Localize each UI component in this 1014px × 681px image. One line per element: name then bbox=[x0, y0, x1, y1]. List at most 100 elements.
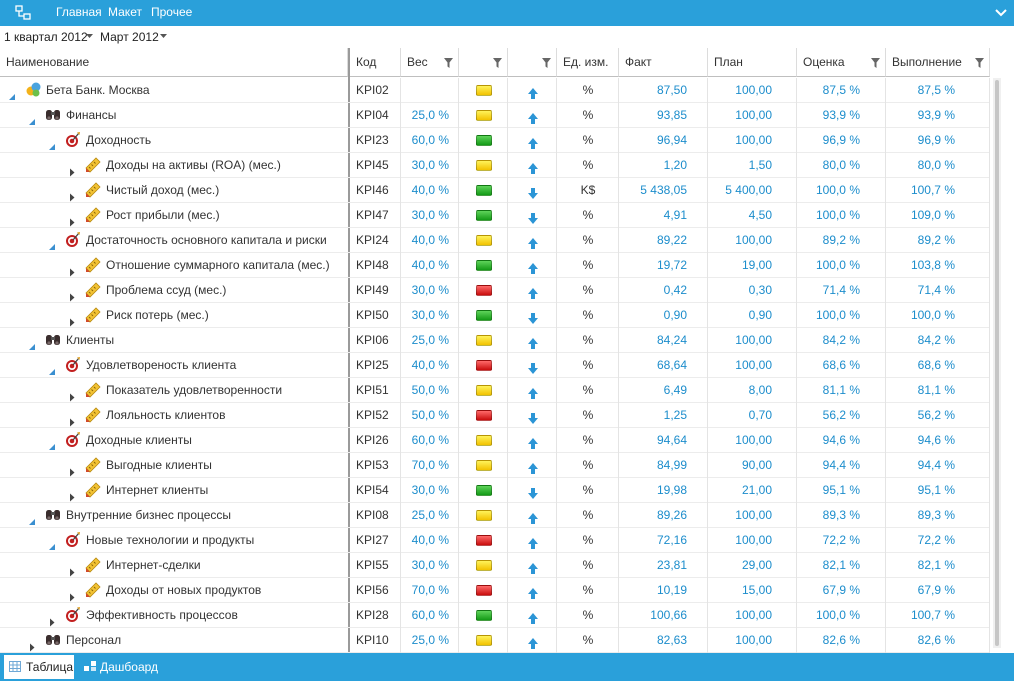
status-indicator bbox=[475, 310, 492, 321]
expand-toggle[interactable] bbox=[68, 261, 77, 277]
expand-toggle[interactable] bbox=[68, 186, 77, 202]
filter-icon[interactable] bbox=[871, 57, 880, 68]
kpi-name: Достаточность основного капитала и риски bbox=[86, 233, 327, 247]
column-header[interactable]: Факт bbox=[619, 48, 708, 77]
dropdown-arrow[interactable] bbox=[86, 34, 94, 39]
unit-value: % bbox=[582, 608, 594, 622]
table-row[interactable]: Бета Банк. Москва KPI02% 87,50 100,00 87,5 %… bbox=[0, 78, 990, 103]
status-cell bbox=[459, 603, 508, 628]
expand-toggle[interactable] bbox=[68, 411, 77, 427]
completion-cell: 84,2 % bbox=[886, 328, 990, 353]
score-value: 87,5 % bbox=[822, 83, 860, 97]
menu-item[interactable]: Макет bbox=[108, 5, 142, 19]
table-row[interactable]: Доходные клиенты KPI26 60,0 %% 94,64 100,00 9… bbox=[0, 428, 990, 453]
table-row[interactable]: Выгодные клиенты KPI53 70,0 %% 84,99 90,00 94… bbox=[0, 453, 990, 478]
column-header[interactable] bbox=[508, 48, 557, 77]
column-header[interactable]: План bbox=[708, 48, 797, 77]
column-header[interactable] bbox=[459, 48, 508, 77]
table-row[interactable]: Внутренние бизнес процессы KPI08 25,0 %% 89… bbox=[0, 503, 990, 528]
fact-cell: 96,94 bbox=[619, 128, 708, 153]
filter-icon[interactable] bbox=[493, 57, 502, 68]
fact-cell: 87,50 bbox=[619, 78, 708, 103]
table-row[interactable]: Показатель удовлетворенности KPI51 50,0 %%… bbox=[0, 378, 990, 403]
expand-toggle[interactable] bbox=[68, 311, 77, 327]
table-row[interactable]: Удовлетвореность клиента KPI25 40,0 %% 68,6… bbox=[0, 353, 990, 378]
expand-toggle[interactable] bbox=[68, 211, 77, 227]
filter-icon[interactable] bbox=[444, 57, 453, 68]
fact-value: 84,24 bbox=[656, 333, 687, 347]
collapse-toggle[interactable] bbox=[48, 361, 57, 375]
expand-toggle[interactable] bbox=[68, 461, 77, 477]
collapse-toggle[interactable] bbox=[48, 536, 57, 550]
trend-arrow bbox=[527, 134, 539, 149]
table-row[interactable]: Риск потерь (мес.) KPI50 30,0 %% 0,90 0,90 10… bbox=[0, 303, 990, 328]
column-header[interactable]: Оценка bbox=[797, 48, 886, 77]
table-row[interactable]: Новые технологии и продукты KPI27 40,0 %% 7… bbox=[0, 528, 990, 553]
unit-value: % bbox=[582, 508, 594, 522]
menu-item[interactable]: Прочее bbox=[151, 5, 193, 19]
collapse-toggle[interactable] bbox=[48, 436, 57, 450]
score-value: 94,4 % bbox=[822, 458, 860, 472]
table-row[interactable]: Интернет-сделки KPI55 30,0 %% 23,81 29,00 82,… bbox=[0, 553, 990, 578]
score-value: 89,3 % bbox=[822, 508, 860, 522]
collapse-chevron[interactable] bbox=[995, 9, 1007, 17]
node-icon bbox=[65, 606, 82, 624]
table-row[interactable]: Персонал KPI10 25,0 %% 82,63 100,00 82,6 % 82,… bbox=[0, 628, 990, 653]
filter-icon[interactable] bbox=[975, 57, 984, 68]
weight-value: 30,0 % bbox=[411, 558, 449, 572]
completion-cell: 72,2 % bbox=[886, 528, 990, 553]
collapse-toggle[interactable] bbox=[8, 86, 17, 100]
table-row[interactable]: Чистый доход (мес.) KPI46 40,0 % K$ 5 438,05… bbox=[0, 178, 990, 203]
collapse-toggle[interactable] bbox=[28, 336, 37, 350]
node-icon bbox=[45, 331, 62, 349]
table-row[interactable]: Финансы KPI04 25,0 %% 93,85 100,00 93,9 % 93,9… bbox=[0, 103, 990, 128]
expand-toggle[interactable] bbox=[68, 486, 77, 502]
expand-toggle[interactable] bbox=[48, 611, 57, 627]
filter-icon[interactable] bbox=[542, 57, 551, 68]
weight-cell: 25,0 % bbox=[401, 503, 459, 528]
expand-toggle[interactable] bbox=[68, 386, 77, 402]
unit-cell: % bbox=[557, 378, 619, 403]
collapse-toggle[interactable] bbox=[28, 511, 37, 525]
unit-value: % bbox=[582, 133, 594, 147]
collapse-toggle[interactable] bbox=[28, 111, 37, 125]
table-row[interactable]: Эффективность процессов KPI28 60,0 %% 100,6… bbox=[0, 603, 990, 628]
column-header[interactable]: Код bbox=[350, 48, 401, 77]
table-row[interactable]: Доходность KPI23 60,0 %% 96,94 100,00 96,9 % 9… bbox=[0, 128, 990, 153]
table-row[interactable]: Интернет клиенты KPI54 30,0 %% 19,98 21,00 95… bbox=[0, 478, 990, 503]
scrollbar-thumb[interactable] bbox=[995, 80, 999, 646]
expand-toggle[interactable] bbox=[68, 286, 77, 302]
expand-toggle[interactable] bbox=[28, 636, 37, 652]
table-row[interactable]: Лояльность клиентов KPI52 50,0 %% 1,25 0,70 5… bbox=[0, 403, 990, 428]
tab[interactable]: Дашбоард bbox=[100, 660, 159, 674]
status-indicator bbox=[475, 435, 492, 446]
app-icon[interactable] bbox=[14, 5, 32, 21]
table-row[interactable]: Доходы от новых продуктов KPI56 70,0 %% 10,… bbox=[0, 578, 990, 603]
column-header[interactable]: Ед. изм. bbox=[557, 48, 619, 77]
node-icon bbox=[65, 531, 82, 549]
code-value: KPI26 bbox=[356, 433, 389, 447]
table-row[interactable]: Клиенты KPI06 25,0 %% 84,24 100,00 84,2 % 84,2… bbox=[0, 328, 990, 353]
table-row[interactable]: Достаточность основного капитала и риски… bbox=[0, 228, 990, 253]
expand-toggle[interactable] bbox=[68, 561, 77, 577]
table-row[interactable]: Рост прибыли (мес.) KPI47 30,0 %% 4,91 4,50 1… bbox=[0, 203, 990, 228]
trend-arrow bbox=[527, 184, 539, 199]
fact-cell: 100,66 bbox=[619, 603, 708, 628]
table-row[interactable]: Отношение суммарного капитала (мес.) KPI4… bbox=[0, 253, 990, 278]
collapse-toggle[interactable] bbox=[48, 236, 57, 250]
weight-value: 50,0 % bbox=[411, 383, 449, 397]
column-header[interactable]: Вес bbox=[401, 48, 459, 77]
table-row[interactable]: Проблема ссуд (мес.) KPI49 30,0 %% 0,42 0,30… bbox=[0, 278, 990, 303]
fact-cell: 89,26 bbox=[619, 503, 708, 528]
column-header[interactable]: Выполнение bbox=[886, 48, 990, 77]
expand-toggle[interactable] bbox=[68, 586, 77, 602]
expand-toggle[interactable] bbox=[68, 161, 77, 177]
quarter-filter[interactable]: 1 квартал 2012 bbox=[4, 30, 88, 44]
column-header[interactable]: Наименование bbox=[0, 48, 348, 77]
collapse-toggle[interactable] bbox=[48, 136, 57, 150]
menu-item[interactable]: Главная bbox=[56, 5, 102, 19]
month-filter[interactable]: Март 2012 bbox=[100, 30, 159, 44]
table-row[interactable]: Доходы на активы (ROA) (мес.) KPI45 30,0 %… bbox=[0, 153, 990, 178]
dropdown-arrow[interactable] bbox=[160, 34, 168, 39]
